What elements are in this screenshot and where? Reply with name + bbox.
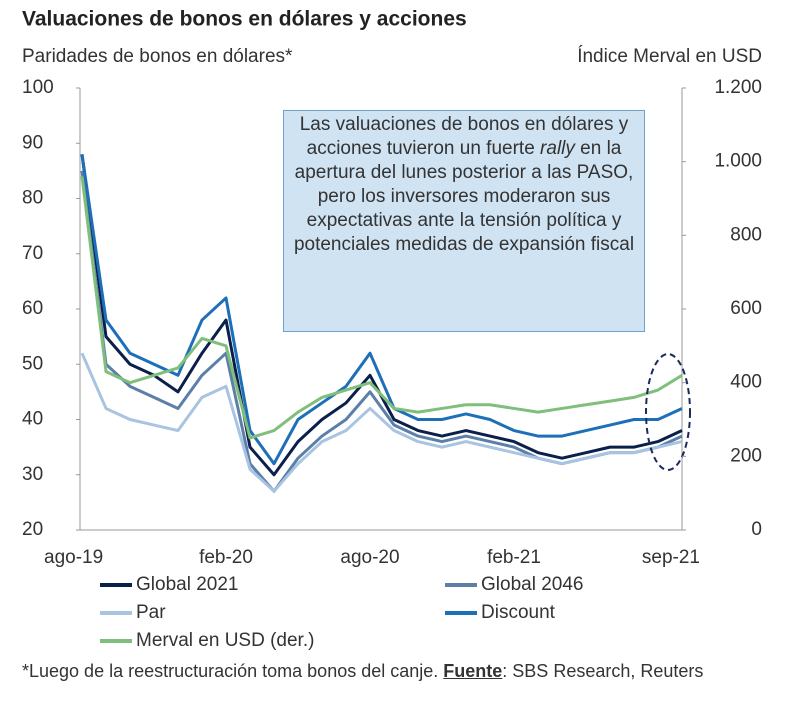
y-tick-label: 30 <box>22 464 43 485</box>
footnote: *Luego de la reestructuración toma bonos… <box>22 656 797 686</box>
y2-tick-label: 800 <box>730 224 762 245</box>
x-tick-label: sep-21 <box>642 547 700 568</box>
footnote-source-label: Fuente <box>443 661 503 681</box>
y-tick-label: 80 <box>22 188 43 209</box>
plot <box>80 154 683 493</box>
series-line <box>80 176 683 440</box>
y2-tick-label: 1.200 <box>714 77 762 98</box>
y2-axis-label: Índice Merval en USD <box>577 46 762 67</box>
y-tick-label: 100 <box>22 77 54 98</box>
chart-title: Valuaciones de bonos en dólares y accion… <box>22 8 467 31</box>
series-line <box>80 352 683 493</box>
y2-tick-label: 600 <box>730 298 762 319</box>
y-tick-label: 90 <box>22 132 43 153</box>
footnote-text: *Luego de la reestructuración toma bonos… <box>22 661 444 681</box>
y-tick-label: 60 <box>22 298 43 319</box>
y-tick-label: 70 <box>22 243 43 264</box>
x-tick-label: ago-20 <box>340 547 399 568</box>
legend-label: Merval en USD (der.) <box>136 630 314 651</box>
annotation-text: Las valuaciones de bonos en dólares y ac… <box>299 114 629 159</box>
y-tick-label: 20 <box>22 519 43 540</box>
legend-label: Par <box>136 602 166 623</box>
annotation-text: en la apertura del lunes posterior a las… <box>293 138 635 255</box>
series-line <box>80 154 683 466</box>
y2-tick-label: 1.000 <box>714 151 762 172</box>
annotation-text: rally <box>540 138 575 159</box>
footnote-text: : SBS Research, Reuters <box>502 661 704 681</box>
legend-label: Global 2021 <box>136 574 238 595</box>
y-axis-label: Paridades de bonos en dólares* <box>22 46 293 67</box>
x-tick-label: feb-20 <box>199 547 253 568</box>
highlight-ellipse <box>645 353 691 471</box>
annotation: Las valuaciones de bonos en dólares y ac… <box>283 110 645 332</box>
x-tick-label: feb-21 <box>487 547 541 568</box>
y-tick-label: 40 <box>22 409 43 430</box>
legend-label: Discount <box>481 602 556 623</box>
y-tick-label: 50 <box>22 353 43 374</box>
legend-label: Global 2046 <box>481 574 583 595</box>
y2-tick-label: 200 <box>730 445 762 466</box>
x-tick-label: ago-19 <box>44 547 103 568</box>
y2-tick-label: 400 <box>730 372 762 393</box>
y2-tick-label: 0 <box>751 519 762 540</box>
